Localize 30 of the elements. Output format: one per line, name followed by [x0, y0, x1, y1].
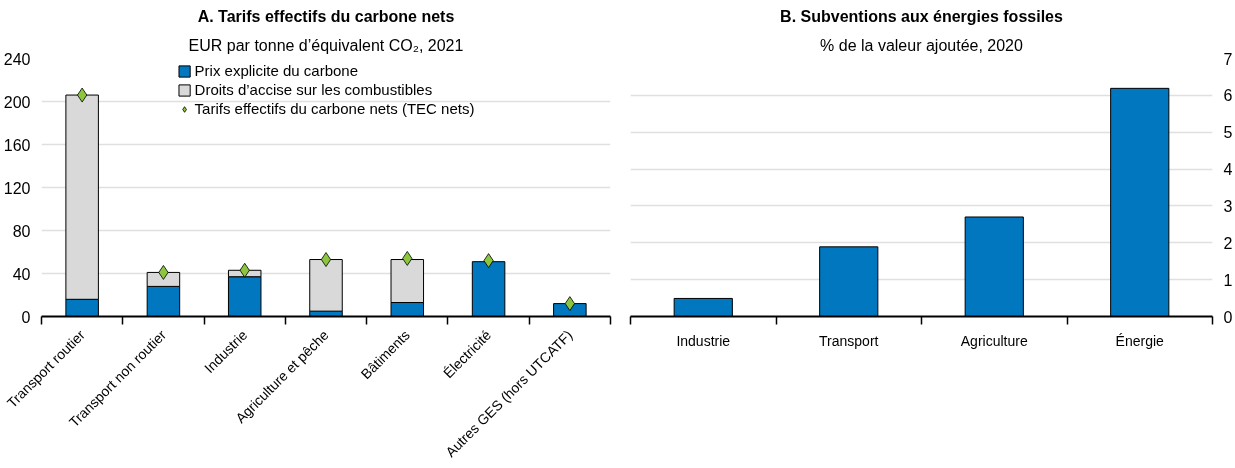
x-tick-label: Énergie: [1115, 332, 1165, 349]
chart-subtitle: EUR par tonne d’équivalent CO₂, 2021: [188, 36, 464, 54]
y2-tick-label: 0: [1223, 308, 1233, 326]
x-tick-label: Transport: [819, 332, 879, 349]
y-tick-label: 80: [12, 222, 31, 240]
point: [320, 252, 332, 267]
y2-tick-label: 2: [1223, 234, 1233, 252]
y-tick-label: 200: [3, 93, 31, 111]
y2-tick-label: 4: [1223, 161, 1233, 179]
y-tick-label: 40: [12, 265, 31, 283]
chart-title: A. Tarifs effectifs du carbone nets: [197, 7, 455, 25]
y2-tick-label: 7: [1223, 50, 1233, 68]
y2-tick-label: 3: [1223, 197, 1233, 215]
y-tick-label: 120: [3, 179, 31, 197]
legend-label: Tarifs effectifs du carbone nets (TEC nets): [194, 100, 475, 117]
y2-tick-label: 5: [1223, 124, 1233, 142]
x-tick-label: Agriculture: [960, 332, 1028, 349]
legend-label: Droits d’accise sur les combustibles: [194, 81, 433, 98]
chart-title: B. Subventions aux énergies fossiles: [780, 7, 1063, 25]
point: [564, 296, 575, 311]
x-tick-label: Industrie: [676, 332, 731, 349]
y-tick-label: 0: [21, 308, 31, 326]
chart-subtitle: % de la valeur ajoutée, 2020: [820, 36, 1024, 54]
legend-label: Prix explicite du carbone: [194, 62, 358, 79]
y-tick-label: 240: [3, 50, 31, 68]
point: [402, 251, 413, 266]
y2-tick-label: 6: [1223, 87, 1233, 105]
y-tick-label: 160: [3, 136, 31, 154]
y2-tick-label: 1: [1223, 271, 1233, 289]
point: [483, 253, 494, 268]
